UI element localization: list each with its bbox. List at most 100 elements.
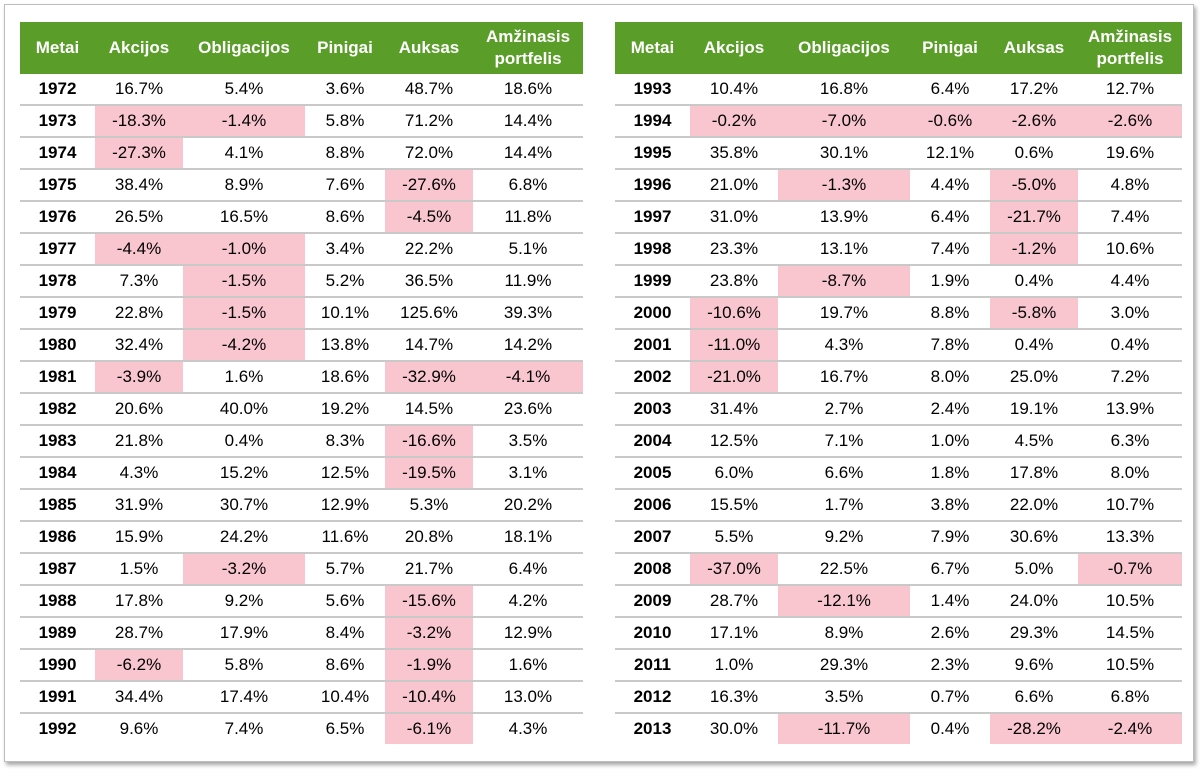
bonds-cell: 17.4%: [183, 681, 305, 714]
stocks-cell: 28.7%: [95, 617, 183, 650]
year-cell: 1996: [615, 169, 690, 202]
cash-cell: 5.2%: [305, 265, 385, 298]
gold-cell: 25.0%: [990, 361, 1078, 394]
portfolio-cell: 3.1%: [473, 457, 583, 490]
table-row: 1987 1.5% -3.2% 5.7% 21.7% 6.4%: [20, 553, 583, 586]
returns-figure: Metai Akcijos Obligacijos Pinigai Auksas Amži…: [4, 4, 1194, 762]
stocks-cell: 21.8%: [95, 425, 183, 458]
header-row: Metai Akcijos Obligacijos Pinigai Auksas Amži…: [20, 22, 583, 74]
stocks-cell: -0.2%: [690, 105, 778, 138]
cash-cell: 5.8%: [305, 105, 385, 138]
table-row: 1977 -4.4% -1.0% 3.4% 22.2% 5.1%: [20, 233, 583, 266]
gold-cell: 48.7%: [385, 74, 473, 106]
stocks-cell: 30.0%: [709, 719, 759, 738]
portfolio-cell: 12.7%: [1078, 74, 1182, 106]
table-row: 2008 -37.0% 22.5% 6.7% 5.0% -0.7%: [615, 553, 1182, 586]
table-row: 2010 17.1% 8.9% 2.6% 29.3% 14.5%: [615, 617, 1182, 650]
bonds-cell: -1.4%: [183, 105, 305, 138]
gold-cell: -1.2%: [990, 233, 1078, 266]
gold-cell: 36.5%: [385, 265, 473, 298]
header-year: Metai: [20, 22, 95, 74]
bonds-cell: -1.5%: [183, 265, 305, 298]
header-row: Metai Akcijos Obligacijos Pinigai Auksas Amži…: [615, 22, 1182, 74]
cash-cell: 12.9%: [305, 489, 385, 522]
stocks-cell: 4.3%: [95, 457, 183, 490]
gold-cell: 20.8%: [385, 521, 473, 554]
cash-cell: 13.8%: [305, 329, 385, 362]
cash-cell: 11.6%: [305, 521, 385, 554]
cash-cell: 8.6%: [305, 649, 385, 682]
year-cell: 2000: [615, 297, 690, 330]
portfolio-cell: 3.0%: [1078, 297, 1182, 330]
table-row: 1972 16.7% 5.4% 3.6% 48.7% 18.6%: [20, 74, 583, 106]
stocks-cell: 15.9%: [95, 521, 183, 554]
year-cell: 1991: [20, 681, 95, 714]
year-cell: 2007: [615, 521, 690, 554]
cash-cell: 1.4%: [910, 585, 990, 618]
stocks-cell: 31.4%: [690, 393, 778, 426]
cash-cell: 2.4%: [910, 393, 990, 426]
cash-cell: -0.6%: [910, 105, 990, 138]
cash-cell: 0.4%: [930, 719, 970, 738]
gold-cell: 30.6%: [990, 521, 1078, 554]
gold-cell: -2.6%: [990, 105, 1078, 138]
table-row: 2012 16.3% 3.5% 0.7% 6.6% 6.8%: [615, 681, 1182, 714]
stocks-cell: 16.7%: [95, 74, 183, 106]
year-cell: 2008: [615, 553, 690, 586]
gold-cell: -19.5%: [385, 457, 473, 490]
year-cell: 2003: [615, 393, 690, 426]
cash-cell: 12.5%: [305, 457, 385, 490]
stocks-cell: 17.1%: [690, 617, 778, 650]
cash-cell: 7.9%: [910, 521, 990, 554]
cash-cell: 2.3%: [910, 649, 990, 682]
table-row: 2006 15.5% 1.7% 3.8% 22.0% 10.7%: [615, 489, 1182, 522]
stocks-cell: -10.6%: [690, 297, 778, 330]
gold-cell: 5.0%: [990, 553, 1078, 586]
bonds-cell: -1.5%: [183, 297, 305, 330]
table-row: 2004 12.5% 7.1% 1.0% 4.5% 6.3%: [615, 425, 1182, 458]
table-row: 2005 6.0% 6.6% 1.8% 17.8% 8.0%: [615, 457, 1182, 490]
bonds-cell: -7.0%: [778, 105, 910, 138]
portfolio-cell: 14.4%: [473, 105, 583, 138]
stocks-cell: -11.0%: [690, 329, 778, 362]
gold-cell: -15.6%: [385, 585, 473, 618]
bonds-cell: 16.5%: [183, 201, 305, 234]
gold-cell: 0.6%: [990, 137, 1078, 170]
portfolio-cell: 13.9%: [1078, 393, 1182, 426]
cash-cell: 10.4%: [305, 681, 385, 714]
year-cell: 2001: [615, 329, 690, 362]
portfolio-cell: 39.3%: [473, 297, 583, 330]
stocks-cell: 31.9%: [95, 489, 183, 522]
portfolio-cell: 18.1%: [473, 521, 583, 554]
year-cell: 1995: [615, 137, 690, 170]
cash-cell: 12.1%: [910, 137, 990, 170]
bonds-cell: 0.4%: [183, 425, 305, 458]
year-cell: 1998: [615, 233, 690, 266]
header-stocks: Akcijos: [690, 22, 778, 74]
cash-cell: 1.9%: [910, 265, 990, 298]
portfolio-cell: -2.6%: [1078, 105, 1182, 138]
cash-cell: 3.4%: [305, 233, 385, 266]
gold-cell: 0.4%: [990, 329, 1078, 362]
stocks-cell: 38.4%: [95, 169, 183, 202]
gold-cell: -3.2%: [385, 617, 473, 650]
cash-cell: 1.0%: [910, 425, 990, 458]
year-cell: 1999: [615, 265, 690, 298]
cash-cell: 7.4%: [910, 233, 990, 266]
bonds-cell: 5.8%: [183, 649, 305, 682]
gold-cell: 4.5%: [990, 425, 1078, 458]
returns-table-1993-2013: Metai Akcijos Obligacijos Pinigai Auksas Amži…: [615, 22, 1182, 744]
stocks-cell: 6.0%: [690, 457, 778, 490]
year-cell: 2002: [615, 361, 690, 394]
gold-cell: 17.2%: [990, 74, 1078, 106]
gold-cell: 125.6%: [385, 297, 473, 330]
gold-cell: 29.3%: [990, 617, 1078, 650]
table-row: 2013 30.0% -11.7% 0.4% -28.2% -2.4%: [615, 713, 1182, 744]
portfolio-cell: 6.8%: [473, 169, 583, 202]
portfolio-cell: 14.2%: [473, 329, 583, 362]
stocks-cell: 10.4%: [690, 74, 778, 106]
gold-cell: 14.7%: [385, 329, 473, 362]
year-cell: 1993: [615, 74, 690, 106]
year-cell: 1979: [20, 297, 95, 330]
stocks-cell: -4.4%: [95, 233, 183, 266]
